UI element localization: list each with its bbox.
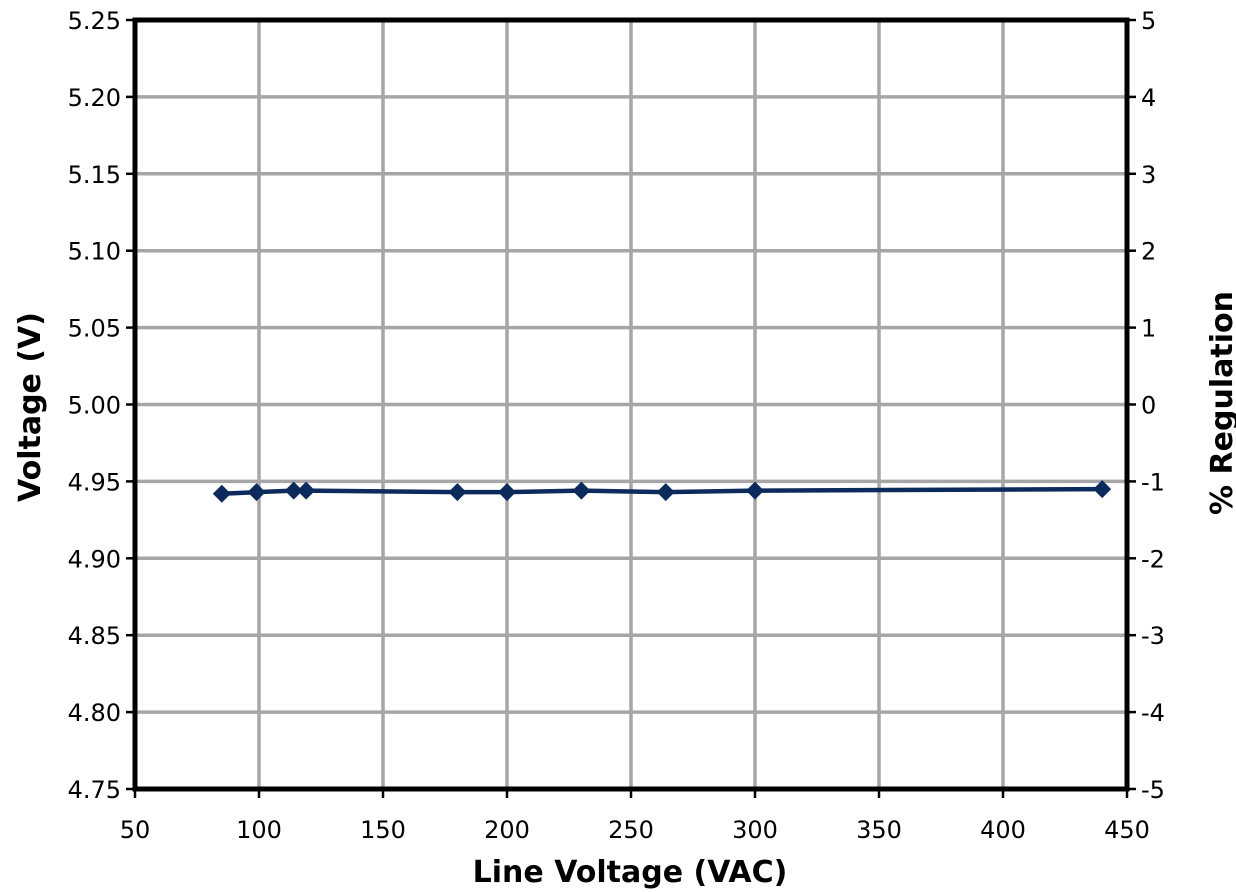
y2-tick-label: -4 <box>1141 699 1165 727</box>
data-point <box>746 481 764 500</box>
data-point <box>448 483 467 502</box>
y-tick-label: 4.90 <box>68 545 121 573</box>
y2-tick-label: 5 <box>1141 7 1156 35</box>
y2-tick-label: 1 <box>1141 315 1156 343</box>
x-tick-label: 250 <box>608 816 654 844</box>
tick-labels: 50 100 150 200 250 300 350 400 4504.754.804.854.… <box>68 7 1165 844</box>
data-point <box>1093 480 1112 499</box>
y2-tick-label: -3 <box>1141 622 1165 650</box>
y2-axis-title: % Regulation <box>1205 291 1236 515</box>
y-tick-label: 4.95 <box>68 468 121 496</box>
x-tick-label: 50 <box>120 816 151 844</box>
y2-tick-label: 3 <box>1141 161 1156 189</box>
x-axis-title: Line Voltage (VAC) <box>473 855 788 890</box>
y-axis-title: Voltage (V) <box>13 312 48 502</box>
y-tick-label: 5.05 <box>68 315 121 343</box>
data-point <box>212 484 231 503</box>
y-tick-label: 5.10 <box>68 238 121 266</box>
plot-border <box>132 17 1130 792</box>
y-tick-label: 5.20 <box>68 84 121 112</box>
data-point <box>656 483 675 502</box>
y-tick-label: 5.15 <box>68 161 121 189</box>
data-point <box>247 483 266 502</box>
y2-tick-label: 0 <box>1141 392 1156 420</box>
x-tick-label: 100 <box>236 816 282 844</box>
x-tick-label: 450 <box>1104 816 1150 844</box>
grid-lines <box>135 20 1127 789</box>
y-tick-label: 5.00 <box>68 392 121 420</box>
data-point <box>297 481 316 500</box>
y2-tick-label: -2 <box>1141 545 1165 573</box>
y2-tick-label: 4 <box>1141 84 1156 112</box>
data-point <box>498 483 516 502</box>
y-tick-label: 4.80 <box>68 699 121 727</box>
y-tick-label: 4.75 <box>68 776 121 804</box>
y-tick-label: 4.85 <box>68 622 121 650</box>
x-tick-label: 200 <box>484 816 530 844</box>
x-tick-label: 150 <box>360 816 406 844</box>
x-tick-label: 350 <box>856 816 902 844</box>
series-layer <box>212 480 1112 503</box>
data-point <box>572 481 591 500</box>
x-tick-label: 400 <box>980 816 1026 844</box>
y2-tick-label: 2 <box>1141 238 1156 266</box>
y-tick-label: 5.25 <box>68 7 121 35</box>
plot-frame <box>132 17 1130 792</box>
y2-tick-label: -1 <box>1141 468 1165 496</box>
x-tick-label: 300 <box>732 816 778 844</box>
data-point <box>284 481 303 500</box>
y2-tick-label: -5 <box>1141 776 1165 804</box>
series-line <box>221 486 1103 496</box>
